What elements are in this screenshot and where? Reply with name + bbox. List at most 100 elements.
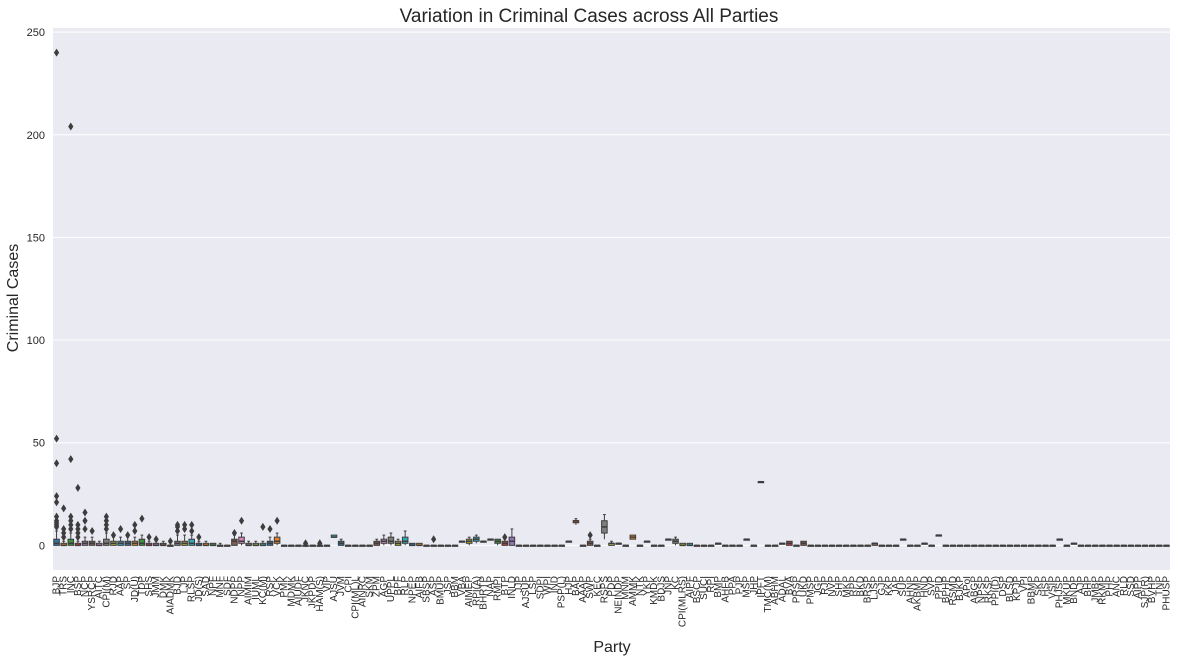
- outlier-point: [53, 492, 60, 501]
- x-tick-label: AITC: [94, 576, 105, 599]
- x-tick-label: LJP: [180, 576, 191, 594]
- outlier-point: [167, 537, 173, 546]
- outlier-point: [125, 531, 131, 540]
- x-tick-label: HAM(S): [315, 576, 326, 612]
- box-JD(U): [131, 520, 139, 546]
- outlier-point: [61, 524, 67, 533]
- box-iqr: [387, 536, 395, 544]
- box-AHNP: [907, 544, 914, 547]
- x-tick-label: DMK: [158, 576, 169, 599]
- box-BSP: [74, 483, 82, 547]
- x-tick-label: UPPL: [386, 576, 397, 603]
- x-axis-ticks: BJPTRSINCBSPNCPYSRCPAITCCPI(M)RJDAAPSPJD…: [52, 576, 1173, 628]
- box-BRSP: [864, 544, 871, 547]
- x-tick-label: KC(M): [258, 576, 269, 605]
- x-tick-label: AINRC: [357, 576, 368, 607]
- box-VCK: [273, 516, 281, 546]
- outlier-point: [231, 529, 238, 538]
- outlier-point: [267, 524, 273, 533]
- box-AIFB: [416, 542, 423, 547]
- y-tick-label: 200: [27, 130, 45, 142]
- x-tick-label: NEINDP: [614, 576, 625, 614]
- x-tick-label: RLD: [1119, 576, 1130, 596]
- box-JKPDP: [309, 544, 316, 547]
- x-axis-label: Party: [593, 639, 630, 656]
- outlier-point: [132, 526, 138, 535]
- box-PPID: [935, 534, 943, 537]
- box-ASP: [430, 535, 437, 547]
- box-AAP: [117, 524, 124, 546]
- y-tick-label: 250: [27, 27, 45, 39]
- outlier-point: [82, 508, 88, 517]
- x-tick-label: JGP: [813, 576, 824, 596]
- box-PDP: [608, 540, 615, 546]
- x-tick-label: PHP: [1105, 576, 1116, 597]
- x-tick-label: SDPI: [535, 576, 546, 599]
- y-tick-label: 50: [33, 438, 45, 450]
- x-tick-label: SKM: [365, 576, 376, 598]
- box-NEINDP: [615, 542, 622, 545]
- box-IUML: [252, 540, 260, 547]
- x-tick-label: MNM: [621, 576, 632, 600]
- x-tick-label: KMDK: [649, 576, 660, 605]
- x-tick-label: YSRCP: [87, 576, 98, 611]
- box-PHP: [1106, 544, 1113, 547]
- x-tick-label: AKBMP: [912, 576, 923, 611]
- box-YSRCP: [88, 526, 96, 546]
- box-PMSP: [807, 544, 814, 547]
- outlier-point: [139, 514, 145, 523]
- box-JNP: [665, 538, 672, 541]
- outlier-point: [238, 516, 245, 525]
- outlier-point: [68, 512, 74, 521]
- box-JD(S): [195, 533, 203, 547]
- x-tick-label: SP: [123, 576, 134, 590]
- box-JGP: [814, 544, 822, 547]
- x-tick-label: NVP: [827, 576, 838, 597]
- box-PJP: [736, 544, 743, 547]
- box-INC: [67, 122, 75, 546]
- outlier-point: [182, 524, 188, 533]
- box-SSD: [1127, 544, 1135, 547]
- x-tick-label: BVHP: [1147, 576, 1158, 604]
- x-tick-label: JAP: [891, 576, 902, 595]
- outlier-point: [68, 520, 74, 529]
- outlier-point: [53, 498, 60, 507]
- box-ABHM: [771, 544, 779, 547]
- outlier-point: [103, 512, 109, 521]
- x-tick-label: SSD: [1126, 576, 1137, 597]
- x-tick-label: INLD: [507, 576, 518, 599]
- boxes-layer: [53, 48, 1170, 548]
- x-tick-label: SHP: [834, 576, 845, 597]
- x-tick-label: RMPI: [493, 576, 504, 601]
- x-tick-label: MSP: [742, 576, 753, 598]
- box-iqr: [238, 536, 245, 544]
- outlier-point: [53, 512, 60, 521]
- x-tick-label: ANC: [1112, 576, 1123, 597]
- box-SDF: [224, 544, 231, 547]
- box-SWP: [586, 531, 594, 546]
- box-VPI: [1020, 544, 1028, 547]
- x-tick-label: JNP: [663, 576, 674, 595]
- box-RLP: [401, 530, 409, 546]
- box-BNDP: [1070, 542, 1078, 545]
- box-NPEP: [409, 542, 416, 547]
- x-tick-label: SUCI: [699, 576, 710, 600]
- box-JJP: [515, 544, 523, 547]
- x-tick-label: MDMK: [286, 576, 297, 607]
- box-RJP: [821, 544, 829, 547]
- x-tick-label: KKP: [884, 576, 895, 596]
- box-JHP: [750, 544, 758, 547]
- box-ZPM: [373, 538, 380, 546]
- x-tick-label: NTK: [635, 576, 646, 596]
- x-tick-label: IND: [550, 576, 561, 593]
- box-BHP: [1084, 544, 1092, 547]
- outlier-point: [103, 520, 109, 529]
- box-iqr: [273, 536, 281, 544]
- x-tick-label: BAP: [571, 576, 582, 596]
- x-tick-label: VIP: [322, 576, 333, 592]
- x-tick-label: RLP: [400, 576, 411, 596]
- outlier-point: [68, 455, 74, 464]
- box-BTP: [501, 533, 509, 546]
- outlier-point: [587, 531, 593, 540]
- outlier-point: [260, 522, 266, 531]
